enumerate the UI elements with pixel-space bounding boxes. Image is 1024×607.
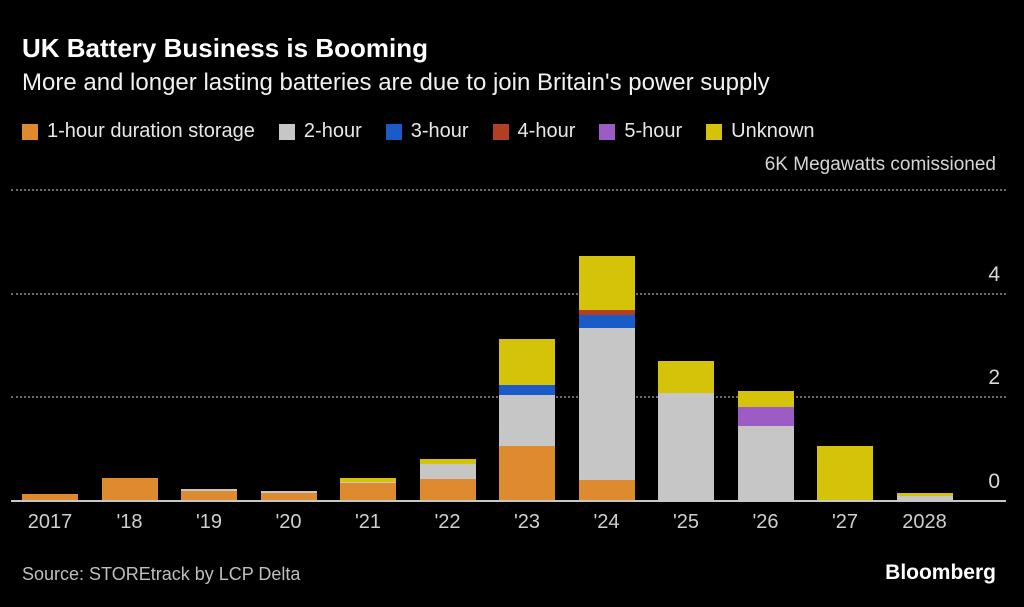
y-tick-label: 0 [988,470,1000,493]
legend-label: 5-hour [624,120,683,142]
bar-segment [737,407,794,426]
legend-swatch-icon [599,123,616,140]
bar-segment [260,493,317,500]
legend-label: 4-hour [517,120,576,142]
legend-item: 1-hour duration storage [22,120,255,143]
bar-segment [419,464,476,480]
bar-segment [419,479,476,500]
bloomberg-logo: Bloomberg [885,561,996,584]
legend-label: 3-hour [410,120,469,142]
chart-subtitle: More and longer lasting batteries are du… [22,69,770,96]
bar-segment [499,385,555,395]
legend-item: 2-hour [278,120,362,143]
bar-segment [578,310,635,315]
bar-segment [499,445,555,500]
bar-segment [181,488,237,491]
legend-item: Unknown [706,120,815,143]
legend-swatch-icon [278,123,295,140]
legend-swatch-icon [22,123,38,140]
bar-segment [340,481,396,484]
x-axis-line [11,500,1006,502]
bar-segment [578,314,635,328]
gridline [11,292,1006,295]
bar-segment [737,391,794,408]
legend-label: 2-hour [303,120,362,142]
bar-segment [658,392,714,500]
legend-swatch-icon [706,123,723,140]
gridline [11,189,1006,192]
x-tick-label: '25 [672,511,700,533]
y-tick-label: 2 [988,366,1000,390]
legend: 1-hour duration storage 2-hour 3-hour 4-hou… [22,120,815,143]
x-tick-label: '27 [831,511,859,533]
legend-swatch-icon [385,123,402,140]
x-tick-label: '23 [513,511,541,533]
bar-segment [578,480,635,500]
x-tick-label: 2028 [902,511,947,533]
bar-segment [181,490,237,500]
legend-swatch-icon [492,123,509,140]
x-tick-label: '26 [752,511,779,533]
bar-segment [737,425,794,500]
x-tick-label: '19 [195,511,223,533]
legend-item: 5-hour [599,120,682,143]
legend-label: Unknown [731,120,815,142]
legend-item: 4-hour [492,120,576,143]
bar-segment [499,394,555,446]
bar-segment [340,483,396,500]
bar-segment [817,446,873,500]
x-tick-label: '21 [354,511,382,533]
bar-segment [260,490,317,494]
bar-segment [896,493,953,497]
bar-segment [419,459,476,465]
y-tick-label: 4 [988,262,1000,286]
source-text: Source: STOREtrack by LCP Delta [22,564,301,584]
bar-segment [499,339,555,386]
x-tick-label: '20 [275,511,302,533]
bar-segment [578,255,635,311]
legend-label: 1-hour duration storage [47,120,255,142]
x-tick-label: '22 [434,511,461,533]
bar-segment [578,327,635,481]
bar-segment [658,360,714,393]
bar-segment [896,496,953,500]
legend-item: 3-hour [385,120,469,143]
x-tick-label: '18 [116,511,143,533]
bar-segment [101,477,158,500]
x-tick-label: 2017 [27,511,73,533]
x-tick-label: '24 [593,511,620,533]
chart-title: UK Battery Business is Booming [22,33,428,63]
bar-segment [22,494,78,500]
axis-unit-label: 6K Megawatts comissioned [764,154,996,175]
bar-segment [340,477,396,482]
